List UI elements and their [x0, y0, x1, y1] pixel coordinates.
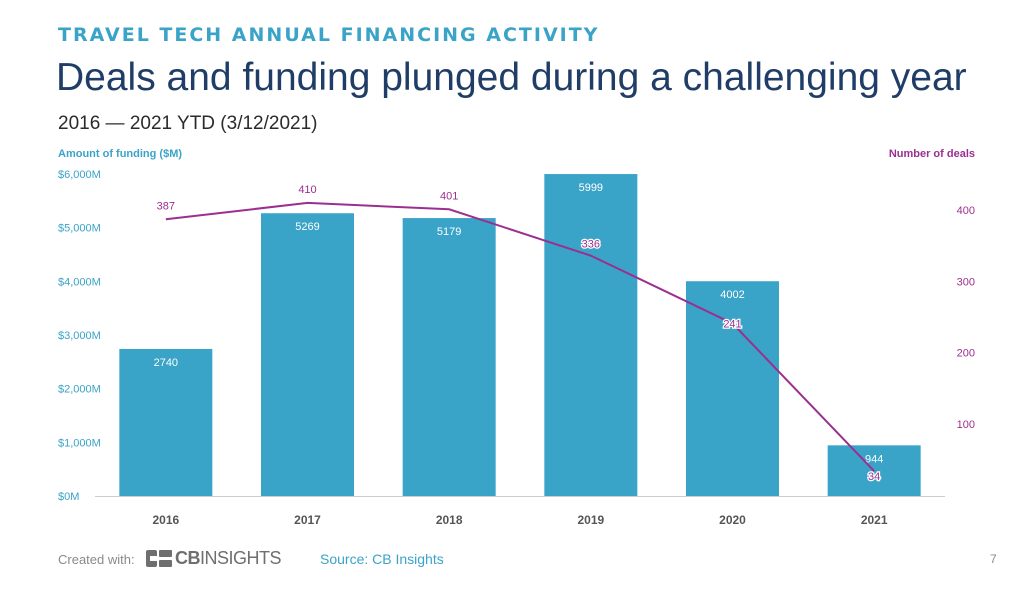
- created-with-label: Created with:: [58, 552, 135, 567]
- left-axis-tick-label: $3,000M: [58, 330, 101, 342]
- chart-subtitle: 2016 — 2021 YTD (3/12/2021): [58, 113, 318, 134]
- right-axis-tick-label: 400: [957, 205, 975, 217]
- deals-line: [165, 201, 875, 472]
- left-axis-tick-label: $6,000M: [58, 169, 101, 181]
- funding-bar: [544, 174, 638, 497]
- bar-value-label: 4002: [720, 289, 744, 301]
- page-number: 7: [990, 552, 997, 566]
- chart-canvas: Amount of funding ($M) $0M $1,000M $2,000M $…: [58, 148, 975, 527]
- left-axis-tick-label: $5,000M: [58, 223, 101, 235]
- x-axis-tick-label: 2020: [719, 513, 746, 527]
- funding-bar: [402, 218, 496, 496]
- x-axis-tick-label: 2016: [152, 513, 179, 527]
- left-axis-tick-label: $1,000M: [58, 437, 101, 449]
- line-value-label: 241: [723, 318, 741, 330]
- right-axis-tick-label: 300: [957, 276, 975, 288]
- cb-insights-logo: CBINSIGHTS: [146, 547, 282, 569]
- cb-logo-mark-icon: [146, 549, 172, 567]
- right-axis-tick-label: 100: [957, 419, 975, 431]
- chart-kicker: TRAVEL TECH ANNUAL FINANCING ACTIVITY: [58, 24, 600, 46]
- x-axis-tick-label: 2017: [294, 513, 321, 527]
- bar-value-label: 944: [865, 453, 883, 465]
- funding-bar: [686, 281, 779, 496]
- bar-value-label: 5999: [579, 182, 603, 194]
- left-axis-tick-label: $4,000M: [58, 276, 101, 288]
- x-axis-tick-label: 2019: [577, 513, 604, 527]
- left-axis-tick-label: $0M: [58, 491, 79, 503]
- x-axis-tick-label: 2021: [861, 513, 888, 527]
- funding-bar: [119, 348, 213, 496]
- bar-value-label: 2740: [154, 357, 178, 369]
- line-value-label: 387: [157, 200, 175, 212]
- line-value-label: 401: [440, 190, 458, 202]
- chart-title: Deals and funding plunged during a chall…: [56, 56, 967, 99]
- line-value-label: 34: [868, 471, 880, 483]
- line-value-label: 336: [582, 239, 600, 251]
- x-axis-tick-label: 2018: [436, 513, 463, 527]
- right-axis-title: Number of deals: [889, 148, 975, 160]
- bar-value-label: 5269: [295, 221, 319, 233]
- funding-bar: [261, 213, 354, 496]
- source-link[interactable]: Source: CB Insights: [320, 551, 444, 567]
- right-axis-tick-label: 200: [957, 348, 975, 360]
- left-axis-tick-label: $2,000M: [58, 384, 101, 396]
- logo-text: CBINSIGHTS: [175, 547, 282, 568]
- left-axis-title: Amount of funding ($M): [58, 148, 182, 160]
- bar-value-label: 5179: [437, 226, 461, 238]
- line-value-label: 410: [298, 184, 316, 196]
